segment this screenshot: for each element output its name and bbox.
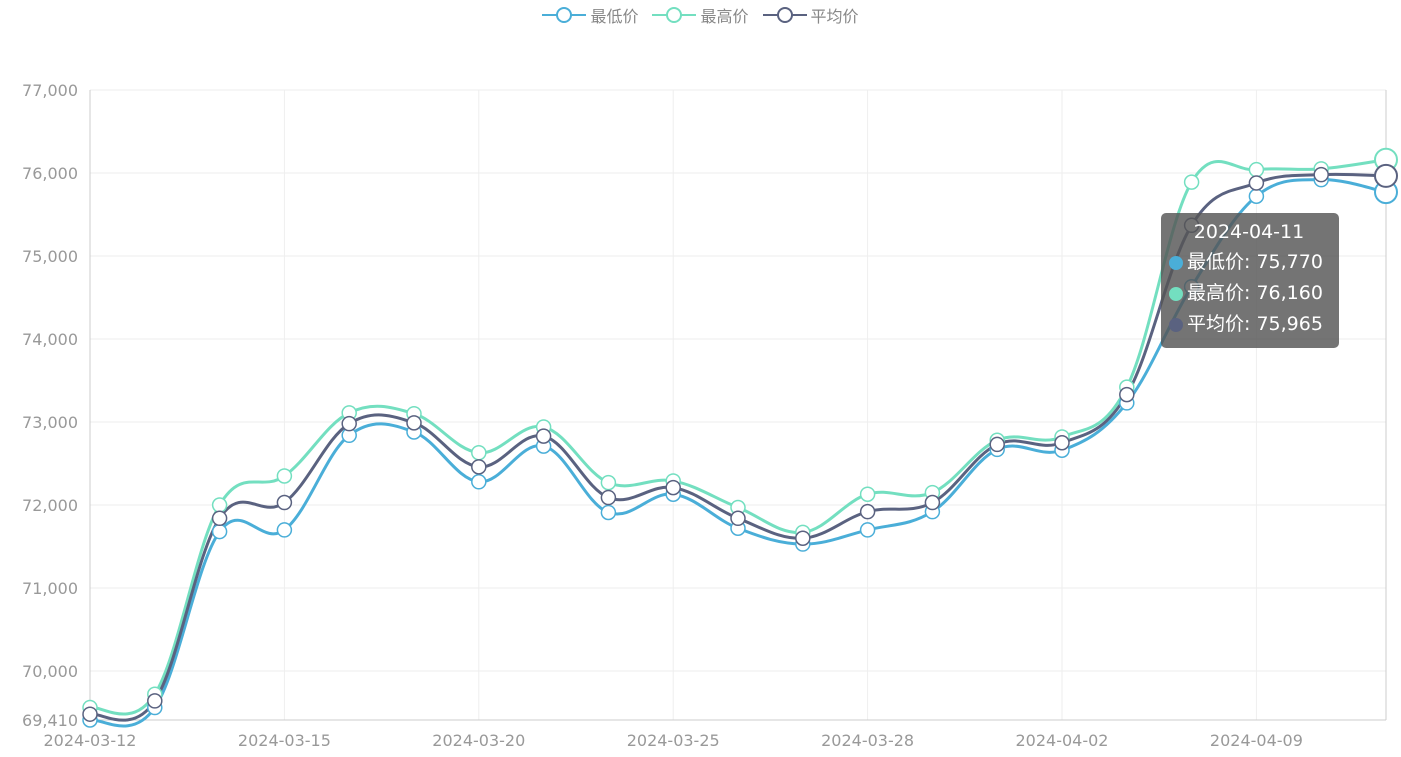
data-point-0 — [211, 523, 228, 540]
legend-label-min: 最低价 — [590, 7, 639, 26]
data-point-2 — [1054, 435, 1070, 451]
tooltip-dot-max — [1169, 286, 1183, 301]
data-point-0 — [859, 522, 876, 538]
legend-item-max[interactable]: 最高价 — [652, 3, 749, 27]
legend-avg-icon — [762, 7, 807, 23]
chart-tooltip: 2024-04-11 最低价: 75,770 最高价: 76,160 平均价: … — [1161, 213, 1339, 348]
legend-item-avg[interactable]: 平均价 — [762, 3, 859, 27]
x-tick-label: 2024-03-20 — [432, 731, 525, 750]
data-point-0 — [1248, 188, 1265, 204]
data-point-0 — [471, 474, 487, 490]
x-tick-label: 2024-03-28 — [821, 731, 914, 750]
data-point-2 — [1313, 166, 1329, 183]
x-tick-label: 2024-04-09 — [1210, 731, 1303, 750]
data-point-2 — [730, 510, 746, 527]
data-point-1 — [1183, 174, 1200, 190]
data-point-1 — [471, 444, 487, 461]
data-point-1 — [211, 497, 228, 513]
data-point-2 — [341, 415, 357, 432]
data-point-2 — [859, 503, 876, 520]
data-point-2 — [600, 489, 617, 506]
data-point-2 — [1119, 386, 1135, 403]
tooltip-text-avg: 平均价: 75,965 — [1187, 313, 1323, 335]
legend-max-icon — [652, 7, 697, 23]
data-point-2 — [406, 415, 422, 431]
y-tick-label: 76,000 — [22, 164, 78, 183]
data-point-2 — [989, 436, 1005, 453]
axes: 69,410 70,000 71,000 72,000 73,000 74,000 75,0… — [22, 81, 1387, 750]
data-point-1 — [600, 474, 617, 491]
data-point-2 — [211, 510, 228, 527]
legend[interactable]: 最低价 最高价 平均价 — [0, 3, 1401, 27]
y-tick-label: 71,000 — [22, 579, 78, 598]
data-point-2 — [795, 530, 811, 546]
data-point-2 — [276, 494, 293, 511]
y-tick-label: 75,000 — [22, 247, 78, 266]
x-tick-label: 2024-03-15 — [238, 731, 331, 750]
y-tick-label: 70,000 — [22, 662, 78, 681]
legend-label-avg: 平均价 — [810, 7, 859, 26]
tooltip-row-max: 最高价: 76,160 — [1169, 278, 1329, 309]
legend-label-max: 最高价 — [700, 7, 749, 26]
tooltip-row-min: 最低价: 75,770 — [1169, 247, 1329, 278]
y-tick-label: 74,000 — [22, 330, 78, 349]
y-tick-label: 72,000 — [22, 496, 78, 515]
y-tick-label: 73,000 — [22, 413, 78, 432]
data-point-2 — [924, 494, 941, 511]
grid — [89, 89, 1386, 721]
tooltip-dot-avg — [1169, 317, 1183, 332]
data-point-0 — [276, 522, 293, 538]
x-tick-label: 2024-03-25 — [627, 731, 720, 750]
y-tick-label: 77,000 — [22, 81, 78, 100]
data-point-1 — [1248, 161, 1265, 178]
legend-item-min[interactable]: 最低价 — [542, 3, 638, 27]
data-point-0 — [600, 504, 617, 521]
data-point-2 — [1374, 163, 1398, 188]
x-tick-label: 2024-03-12 — [44, 731, 137, 750]
data-point-2 — [1248, 175, 1265, 191]
data-point-2 — [535, 428, 552, 444]
legend-min-icon — [542, 7, 587, 23]
data-point-2 — [147, 693, 163, 709]
y-tick-label: 69,410 — [22, 711, 78, 730]
tooltip-text-min: 最低价: 75,770 — [1187, 251, 1323, 273]
data-point-2 — [665, 479, 681, 496]
data-point-2 — [82, 706, 98, 722]
tooltip-row-avg: 平均价: 75,965 — [1169, 309, 1329, 340]
x-tick-label: 2024-04-02 — [1016, 731, 1109, 750]
tooltip-title: 2024-04-11 — [1193, 221, 1305, 243]
tooltip-text-max: 最高价: 76,160 — [1187, 282, 1323, 304]
data-point-2 — [471, 459, 487, 475]
data-point-1 — [859, 486, 876, 502]
data-point-1 — [276, 468, 293, 484]
tooltip-dot-min — [1169, 255, 1183, 270]
